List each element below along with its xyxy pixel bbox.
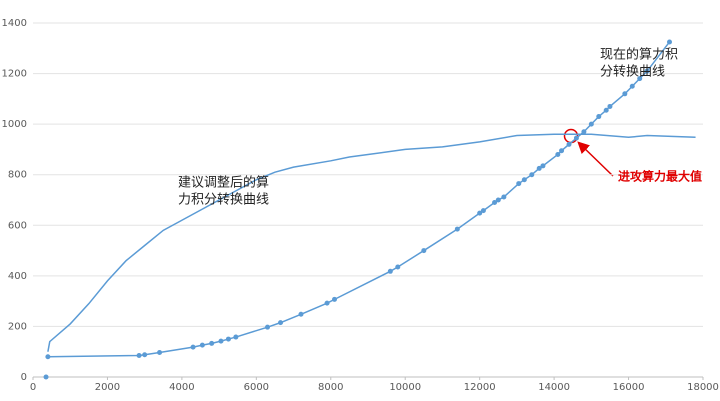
point xyxy=(298,311,304,317)
annotation: 分转换曲线 xyxy=(600,65,665,80)
y-tick-label: 600 xyxy=(8,220,27,231)
y-tick-label: 1000 xyxy=(2,119,27,130)
x-tick-label: 18000 xyxy=(687,382,719,393)
point xyxy=(225,336,231,342)
point xyxy=(581,129,587,135)
point xyxy=(43,374,49,380)
point xyxy=(588,121,594,127)
point xyxy=(540,163,546,169)
x-tick-label: 14000 xyxy=(538,382,570,393)
point xyxy=(209,340,215,346)
point xyxy=(45,354,51,360)
point xyxy=(454,226,460,232)
point xyxy=(637,76,643,82)
x-tick-label: 6000 xyxy=(244,382,269,393)
point xyxy=(233,334,239,340)
point xyxy=(265,324,270,330)
point xyxy=(596,114,602,120)
annotation: 力积分转换曲线 xyxy=(178,193,269,208)
point xyxy=(495,197,501,203)
point xyxy=(536,165,542,171)
point xyxy=(607,103,613,109)
point xyxy=(218,338,224,344)
point xyxy=(516,181,522,187)
series-line xyxy=(47,41,671,358)
point xyxy=(395,264,401,270)
point xyxy=(521,177,527,183)
annotation: 现在的算力积 xyxy=(600,47,678,63)
point xyxy=(332,296,337,302)
point xyxy=(555,151,561,157)
point xyxy=(501,194,507,200)
point xyxy=(136,353,142,359)
point xyxy=(157,349,163,355)
point xyxy=(324,300,330,306)
y-tick-label: 800 xyxy=(8,170,27,181)
point xyxy=(199,342,205,348)
point xyxy=(492,200,498,206)
x-tick-label: 10000 xyxy=(389,382,421,393)
point xyxy=(387,268,393,274)
point xyxy=(559,148,565,154)
x-tick-label: 2000 xyxy=(95,382,120,393)
series-line xyxy=(47,133,696,352)
annotation: 进攻算力最大值 xyxy=(618,169,702,184)
point xyxy=(644,68,650,74)
point xyxy=(421,248,427,254)
annotation: 建议调整后的算 xyxy=(178,175,269,191)
point xyxy=(142,352,148,358)
y-tick-label: 0 xyxy=(21,372,27,383)
point xyxy=(573,135,579,141)
point xyxy=(566,141,572,147)
point xyxy=(278,320,284,326)
y-tick-label: 200 xyxy=(8,321,27,332)
x-tick-label: 0 xyxy=(30,382,36,393)
y-tick-label: 400 xyxy=(8,271,27,282)
y-tick-label: 1400 xyxy=(2,18,27,29)
x-tick-label: 12000 xyxy=(464,382,496,393)
point xyxy=(529,172,535,178)
x-tick-label: 16000 xyxy=(613,382,645,393)
y-tick-label: 1200 xyxy=(2,69,27,80)
arrow xyxy=(577,141,614,177)
point xyxy=(480,208,486,214)
x-tick-label: 8000 xyxy=(318,382,343,393)
x-tick-label: 4000 xyxy=(169,382,194,393)
point xyxy=(477,210,483,216)
point xyxy=(190,344,196,350)
point xyxy=(622,91,628,97)
point xyxy=(629,83,635,89)
point xyxy=(603,107,609,113)
point xyxy=(667,39,672,45)
